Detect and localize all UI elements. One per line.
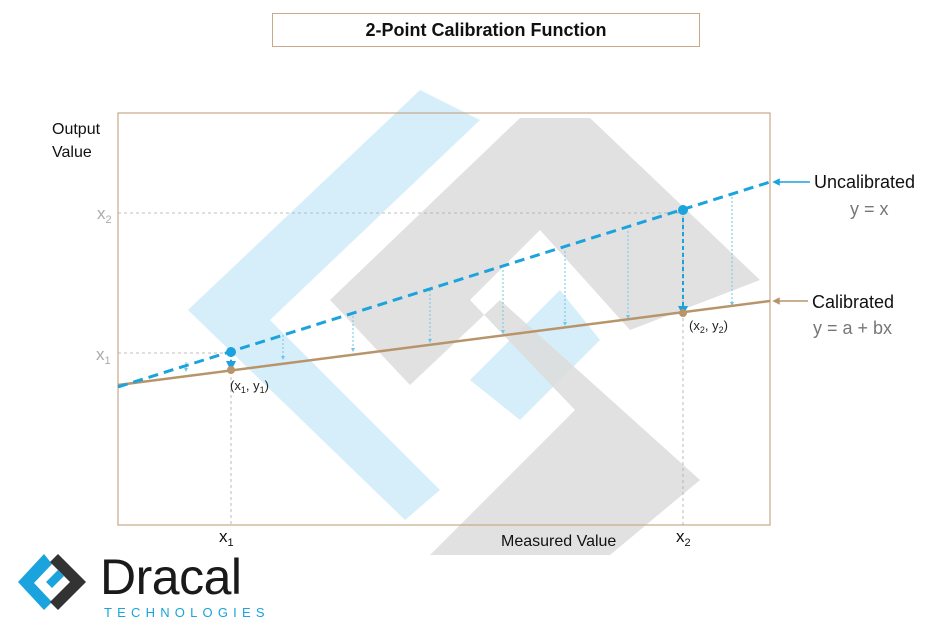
logo-wordmark: Dracal — [100, 549, 242, 605]
y-axis-label-line1: Output — [52, 121, 101, 138]
y-axis-label-line2: Value — [52, 144, 92, 161]
dracal-logo: Dracal TECHNOLOGIES — [14, 549, 274, 622]
guide-lines — [118, 210, 684, 525]
calibrated-line — [117, 299, 771, 387]
plot-frame — [117, 112, 771, 526]
y-tick-x2: x2 — [97, 204, 112, 226]
point-2-calibrated — [679, 309, 687, 317]
correction-arrows — [184, 197, 734, 372]
point-1-uncalibrated — [226, 347, 236, 357]
logo-subtitle: TECHNOLOGIES — [104, 605, 270, 620]
point-1-label: (x1, y1) — [230, 378, 269, 395]
calibrated-label: Calibrated — [812, 292, 894, 312]
point-1-calibrated — [227, 366, 235, 374]
calibrated-equation: y = a + bx — [813, 318, 892, 338]
x-tick-x2: x2 — [676, 527, 691, 549]
dracal-mark-icon — [18, 554, 86, 610]
y-tick-x1: x1 — [96, 345, 111, 367]
x-tick-x1: x1 — [219, 527, 234, 549]
uncalibrated-equation: y = x — [850, 199, 889, 219]
uncalibrated-label: Uncalibrated — [814, 172, 915, 192]
watermark-logo — [188, 90, 760, 555]
point-2-label: (x2, y2) — [689, 318, 728, 335]
point-2-uncalibrated — [678, 205, 688, 215]
diagram-title: 2-Point Calibration Function — [272, 13, 700, 47]
x-axis-label: Measured Value — [501, 533, 616, 550]
